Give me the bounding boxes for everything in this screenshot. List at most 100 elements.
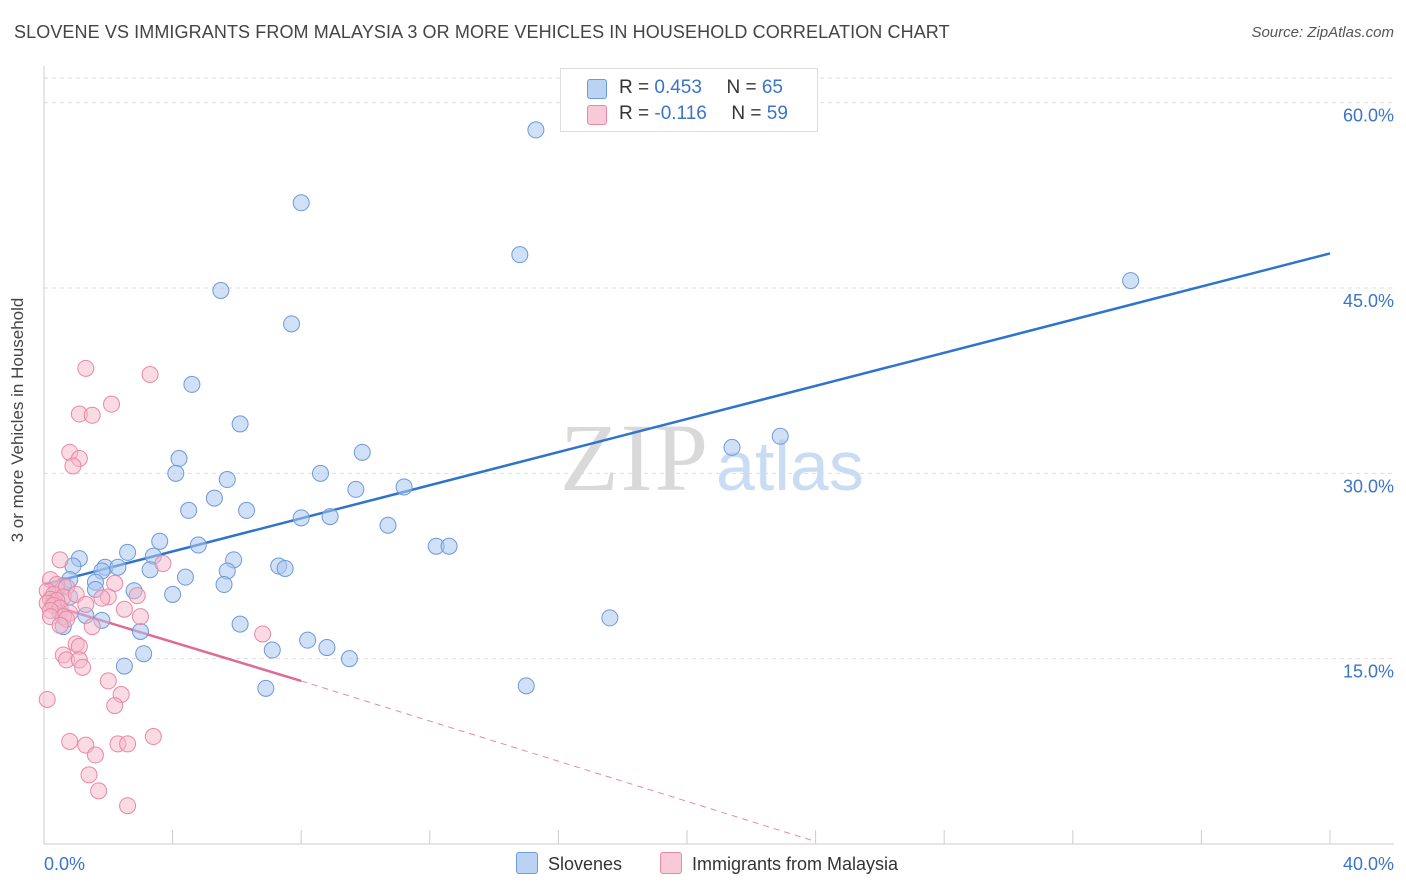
data-point-malaysia bbox=[74, 658, 92, 676]
data-point-slovenes bbox=[318, 639, 336, 657]
legend-swatch-slovenes bbox=[587, 79, 607, 99]
data-point-malaysia bbox=[154, 555, 172, 573]
y-tick-label: 60.0% bbox=[1343, 106, 1394, 126]
data-point-slovenes bbox=[167, 464, 185, 482]
data-point-slovenes bbox=[263, 641, 281, 659]
data-point-slovenes bbox=[276, 559, 294, 577]
legend-swatch-malaysia bbox=[660, 852, 682, 874]
data-point-slovenes bbox=[238, 501, 256, 519]
y-tick-label: 30.0% bbox=[1343, 476, 1394, 496]
data-point-malaysia bbox=[115, 600, 133, 618]
data-point-slovenes bbox=[189, 536, 207, 554]
data-point-slovenes bbox=[135, 645, 153, 663]
data-point-malaysia bbox=[51, 616, 69, 634]
data-point-slovenes bbox=[723, 438, 741, 456]
trendline-slovenes bbox=[43, 252, 1331, 586]
data-point-malaysia bbox=[90, 782, 108, 800]
labels-layer: 15.0% 30.0% 45.0% 60.0% 0.0% 40.0% bbox=[44, 106, 1394, 874]
legend-n-label: N = bbox=[731, 103, 767, 124]
data-point-malaysia bbox=[61, 732, 79, 750]
data-point-slovenes bbox=[1122, 272, 1140, 290]
data-point-slovenes bbox=[119, 543, 137, 561]
legend-item-slovenes: Slovenes bbox=[516, 852, 622, 875]
data-point-malaysia bbox=[99, 672, 117, 690]
data-point-malaysia bbox=[83, 618, 101, 636]
legend-n-label: N = bbox=[726, 77, 762, 98]
data-point-malaysia bbox=[141, 366, 159, 384]
data-point-slovenes bbox=[183, 375, 201, 393]
data-point-malaysia bbox=[38, 690, 56, 708]
grid-layer bbox=[44, 77, 1394, 660]
data-point-slovenes bbox=[283, 315, 301, 333]
data-point-slovenes bbox=[218, 471, 236, 489]
legend-r-value-slovenes: 0.453 bbox=[654, 77, 702, 98]
data-point-malaysia bbox=[77, 595, 95, 613]
y-tick-label: 45.0% bbox=[1343, 291, 1394, 311]
legend-r-label: R = bbox=[619, 103, 655, 124]
legend-label-malaysia: Immigrants from Malaysia bbox=[692, 854, 899, 874]
data-point-slovenes bbox=[347, 480, 365, 498]
data-point-malaysia bbox=[119, 797, 137, 815]
data-point-slovenes bbox=[170, 450, 188, 468]
data-point-malaysia bbox=[144, 728, 162, 746]
trendline-malaysia-extension bbox=[301, 680, 816, 843]
data-point-slovenes bbox=[180, 501, 198, 519]
x-tick-label-min: 0.0% bbox=[44, 854, 85, 874]
legend-n-value-slovenes: 65 bbox=[761, 77, 783, 98]
data-point-slovenes bbox=[212, 282, 230, 300]
y-tick-label: 15.0% bbox=[1343, 662, 1394, 682]
data-point-slovenes bbox=[395, 478, 413, 496]
data-point-malaysia bbox=[80, 766, 98, 784]
data-point-malaysia bbox=[64, 457, 82, 475]
data-point-slovenes bbox=[527, 121, 545, 139]
data-point-malaysia bbox=[103, 395, 121, 413]
points-layer bbox=[38, 121, 1140, 815]
data-point-slovenes bbox=[131, 622, 149, 640]
data-point-slovenes bbox=[205, 489, 223, 507]
data-point-slovenes bbox=[299, 631, 317, 649]
data-point-slovenes bbox=[109, 558, 127, 576]
data-point-slovenes bbox=[292, 509, 310, 527]
source-label: Source: ZipAtlas.com bbox=[1251, 24, 1394, 41]
watermark-atlas: atlas bbox=[716, 427, 864, 505]
legend-r-value-malaysia: -0.116 bbox=[654, 103, 707, 124]
data-point-slovenes bbox=[379, 516, 397, 534]
data-point-slovenes bbox=[292, 194, 310, 212]
data-point-slovenes bbox=[215, 576, 233, 594]
data-point-slovenes bbox=[771, 427, 789, 445]
watermark: ZIP atlas bbox=[560, 404, 864, 511]
data-point-slovenes bbox=[517, 677, 535, 695]
data-point-slovenes bbox=[176, 568, 194, 586]
data-point-malaysia bbox=[83, 406, 101, 424]
legend-r-label: R = bbox=[619, 77, 655, 98]
data-point-malaysia bbox=[119, 735, 137, 753]
watermark-zip: ZIP bbox=[560, 404, 710, 511]
data-point-slovenes bbox=[151, 532, 169, 550]
data-point-slovenes bbox=[231, 615, 249, 633]
data-point-slovenes bbox=[601, 609, 619, 627]
x-tick-label-max: 40.0% bbox=[1343, 854, 1394, 874]
legend-label-slovenes: Slovenes bbox=[548, 854, 623, 874]
data-point-slovenes bbox=[353, 443, 371, 461]
data-point-malaysia bbox=[86, 746, 104, 764]
data-point-malaysia bbox=[93, 589, 111, 607]
legend-swatch-malaysia bbox=[587, 105, 607, 125]
legend-n-value-malaysia: 59 bbox=[766, 103, 788, 124]
legend-swatch-slovenes bbox=[516, 852, 538, 874]
chart-title: SLOVENE VS IMMIGRANTS FROM MALAYSIA 3 OR… bbox=[14, 22, 950, 42]
data-point-malaysia bbox=[77, 359, 95, 377]
trend-layer bbox=[43, 252, 1331, 843]
data-point-malaysia bbox=[106, 697, 124, 715]
data-point-slovenes bbox=[257, 679, 275, 697]
data-point-malaysia bbox=[106, 574, 124, 592]
data-point-malaysia bbox=[254, 625, 272, 643]
axes-layer bbox=[43, 66, 1394, 845]
data-point-slovenes bbox=[511, 246, 529, 264]
data-point-slovenes bbox=[340, 650, 358, 668]
data-point-slovenes bbox=[164, 585, 182, 603]
data-point-malaysia bbox=[131, 608, 149, 626]
correlation-legend: R = 0.453 N = 65 R = -0.116 N = 59 bbox=[560, 68, 818, 132]
data-point-slovenes bbox=[115, 657, 133, 675]
data-point-slovenes bbox=[321, 508, 339, 526]
